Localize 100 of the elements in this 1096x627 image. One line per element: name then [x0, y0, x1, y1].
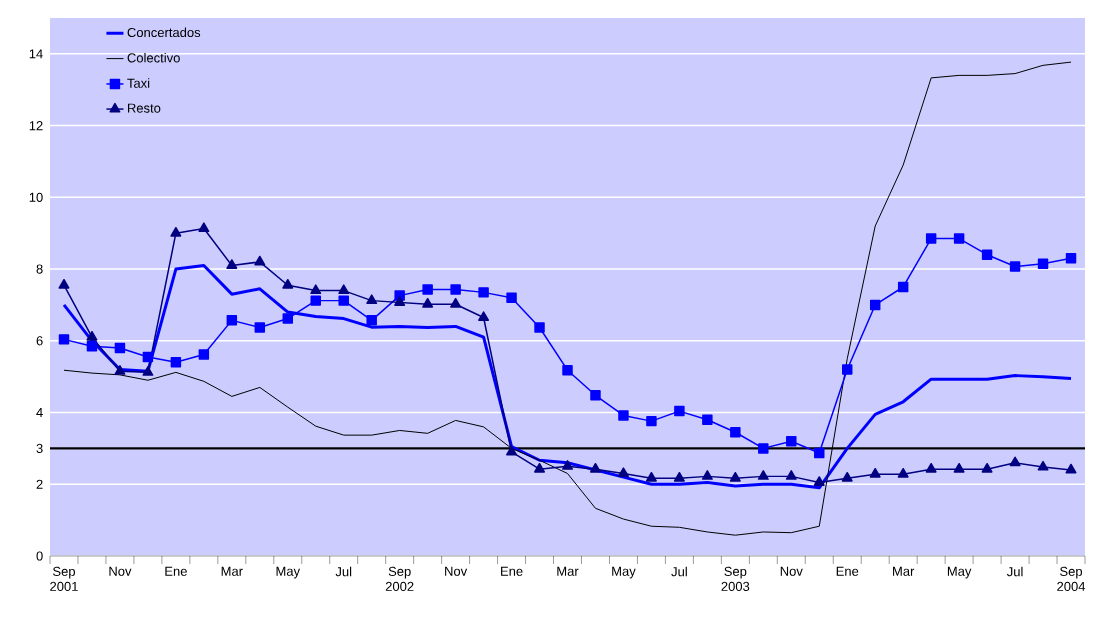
point: [450, 284, 461, 295]
point: [897, 281, 909, 293]
x-tick-label: May: [947, 566, 972, 579]
point: [86, 330, 98, 341]
point: [646, 415, 657, 427]
point: [981, 249, 993, 260]
point: [422, 284, 433, 295]
point: [198, 349, 210, 360]
point: [953, 462, 965, 473]
point: [589, 462, 601, 473]
point: [981, 462, 993, 473]
point: [1009, 261, 1021, 272]
point: [170, 357, 182, 368]
point: [198, 222, 210, 233]
x-tick-label: Mar: [893, 566, 915, 576]
point: [842, 364, 853, 375]
point: [114, 365, 126, 375]
y-tick-label: 12: [29, 121, 43, 131]
point: [562, 364, 573, 376]
point: [58, 334, 70, 345]
point: [785, 470, 797, 480]
point: [813, 476, 825, 486]
x-tick-label: Nov: [780, 566, 803, 576]
point: [58, 278, 70, 289]
y-tick-label: 4: [36, 408, 43, 417]
point: [701, 470, 713, 480]
point: [729, 471, 741, 482]
x-tick-label: Jul: [335, 566, 352, 577]
x-tick-label: Nov: [445, 566, 468, 576]
x-tick-label: Ene: [836, 566, 859, 576]
point: [645, 471, 657, 482]
point: [506, 445, 518, 456]
y-tick-label: 10: [29, 192, 43, 202]
point: [562, 460, 573, 470]
point: [534, 322, 545, 333]
point: [366, 294, 378, 305]
point: [1009, 456, 1021, 467]
x-tick-label: Mar: [557, 566, 579, 576]
x-tick-label: Nov: [109, 566, 132, 576]
x-tick-label: Ene: [165, 566, 187, 576]
y-tick-label: 0: [36, 551, 43, 561]
point: [953, 233, 965, 244]
point: [478, 287, 489, 298]
point: [310, 284, 322, 295]
point: [617, 467, 629, 477]
x-tick-label: Ene: [501, 566, 523, 576]
point: [142, 351, 154, 363]
point: [758, 443, 769, 454]
legend-label: Taxi: [127, 78, 150, 88]
point: [869, 299, 881, 311]
point: [226, 259, 238, 269]
point: [338, 295, 349, 306]
point: [1065, 463, 1077, 474]
point: [1037, 460, 1049, 471]
point: [310, 295, 321, 306]
y-tick-label: 6: [36, 336, 43, 346]
y-tick-label: 8: [36, 264, 43, 274]
y-tick-label: 14: [29, 49, 43, 59]
point: [786, 435, 797, 447]
x-tick-label: Jul: [1006, 566, 1023, 577]
x-tick-label: May: [276, 566, 301, 579]
legend-label: Concertados: [127, 27, 201, 38]
x-tick-label: Sep 2001: [50, 566, 78, 591]
point: [618, 410, 629, 421]
point: [506, 292, 517, 303]
point: [673, 471, 685, 482]
point: [338, 284, 350, 295]
x-tick-label: Mar: [221, 566, 243, 576]
point: [422, 297, 434, 308]
point: [814, 447, 825, 459]
point: [450, 297, 462, 308]
point: [590, 390, 601, 401]
point: [478, 311, 490, 321]
y-tick-label: 3: [36, 443, 43, 453]
point: [394, 296, 406, 306]
point: [254, 255, 266, 266]
point: [366, 315, 377, 326]
x-tick-label: Sep 2003: [721, 566, 750, 591]
point: [282, 278, 294, 289]
point: [757, 470, 769, 480]
x-tick-label: Sep 2004: [1057, 566, 1086, 591]
point: [1037, 258, 1049, 269]
point: [282, 313, 294, 324]
point: [925, 233, 937, 244]
x-tick-label: Jul: [671, 566, 687, 577]
point: [226, 315, 238, 326]
point: [114, 342, 126, 354]
point: [730, 427, 741, 438]
point: [702, 414, 713, 425]
point: [1065, 253, 1077, 264]
y-tick-label: 2: [36, 479, 43, 489]
point: [142, 366, 154, 376]
point: [674, 405, 685, 417]
legend-label: Colectivo: [127, 52, 180, 63]
x-tick-label: May: [612, 566, 636, 579]
x-tick-label: Sep 2002: [385, 566, 414, 591]
point: [841, 471, 853, 482]
legend-label: Resto: [127, 103, 161, 113]
point: [869, 467, 881, 478]
point: [534, 462, 546, 473]
